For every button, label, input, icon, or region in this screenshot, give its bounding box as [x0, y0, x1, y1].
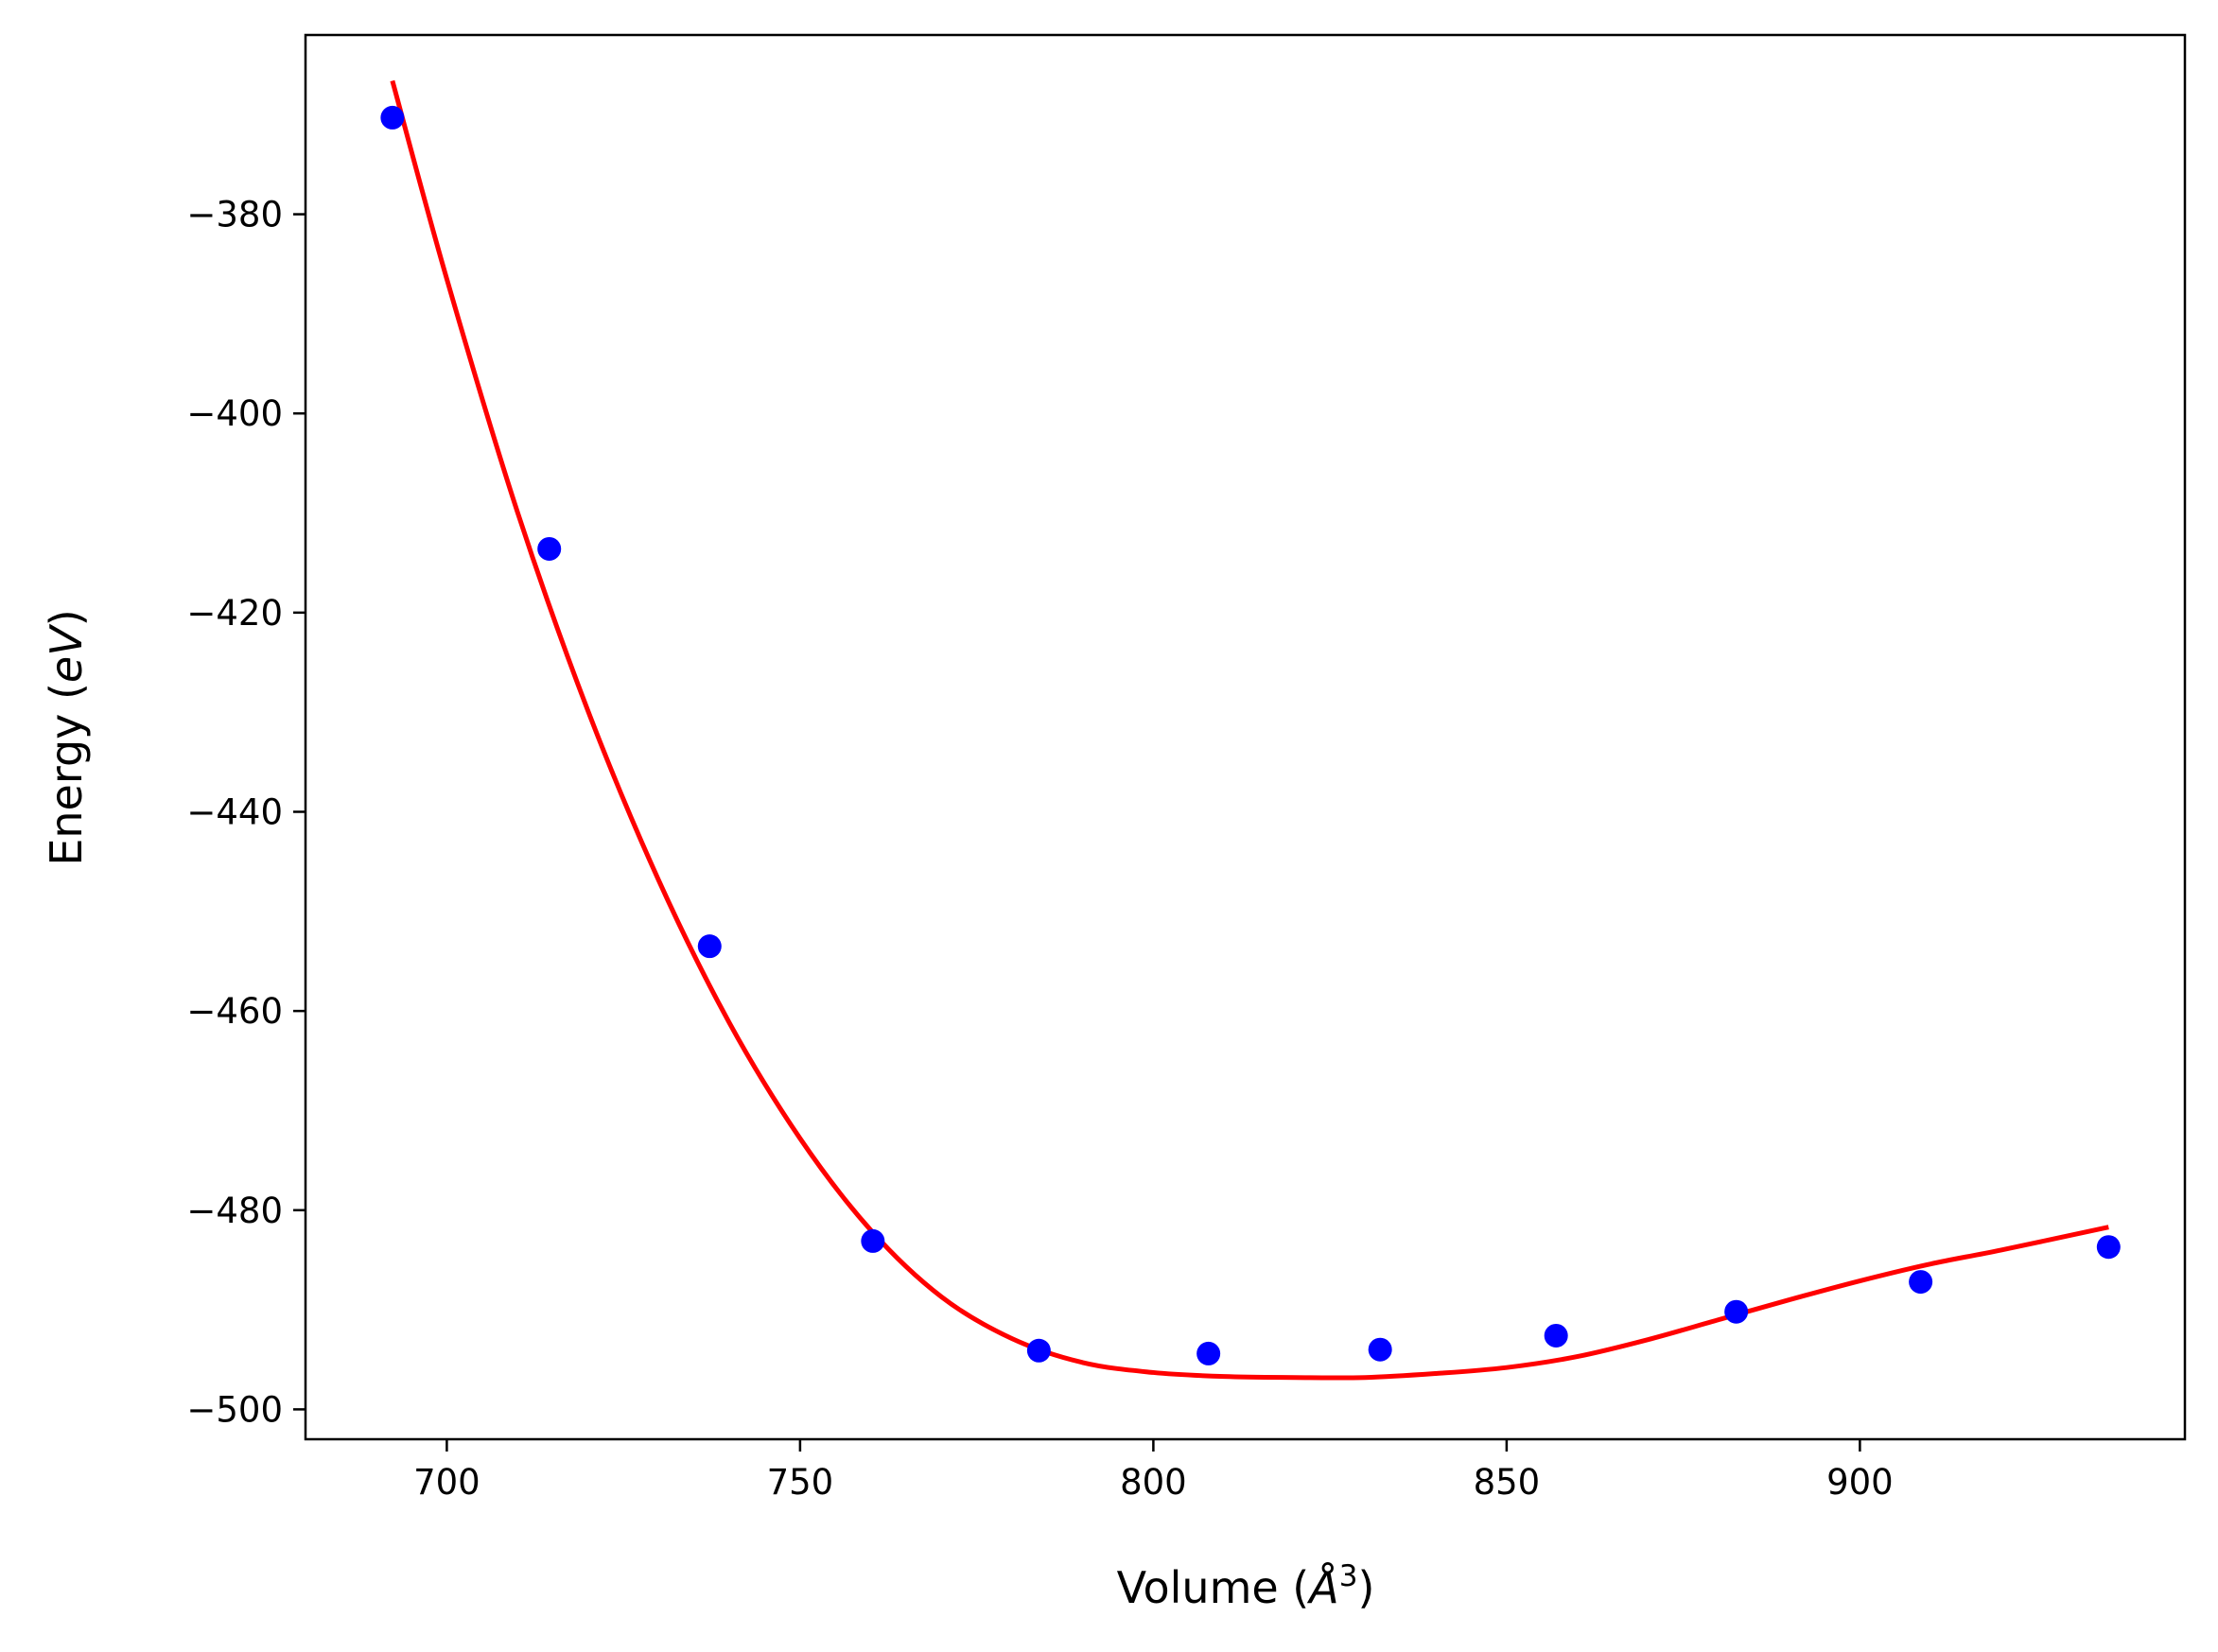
- y-tick-label: −400: [186, 393, 283, 434]
- data-point: [537, 536, 562, 561]
- y-axis-label: Energy (eV): [41, 609, 92, 865]
- x-tick-label: 750: [767, 1462, 834, 1503]
- x-tick-label: 700: [413, 1462, 480, 1503]
- data-point: [1368, 1337, 1392, 1362]
- y-tick-label: −420: [186, 593, 283, 634]
- data-point: [1026, 1338, 1051, 1363]
- y-axis: −380 −400 −420 −440 −460 −480 −500: [186, 195, 306, 1430]
- data-point: [1544, 1323, 1568, 1348]
- fit-curve-layer: [390, 79, 2109, 1381]
- data-point: [380, 105, 405, 130]
- data-point: [2096, 1235, 2121, 1260]
- data-point: [1724, 1299, 1749, 1324]
- y-tick-label: −500: [186, 1389, 283, 1430]
- y-tick-label: −380: [186, 195, 283, 235]
- fit-curve: [390, 79, 2109, 1381]
- x-tick-label: 800: [1120, 1462, 1187, 1503]
- x-tick-label: 900: [1826, 1462, 1894, 1503]
- data-point: [861, 1228, 885, 1253]
- y-tick-label: −440: [186, 791, 283, 832]
- data-point: [1909, 1270, 1933, 1295]
- data-point: [697, 934, 722, 959]
- plot-frame: [304, 33, 2187, 1441]
- data-points-layer: [380, 105, 2121, 1365]
- x-tick-label: 850: [1474, 1462, 1541, 1503]
- y-tick-label: −460: [186, 991, 283, 1032]
- x-axis-label: Volume (Å3): [1117, 1559, 1375, 1613]
- y-tick-label: −480: [186, 1191, 283, 1231]
- data-point: [1196, 1341, 1221, 1365]
- x-axis: 700 750 800 850 900: [413, 1439, 1894, 1503]
